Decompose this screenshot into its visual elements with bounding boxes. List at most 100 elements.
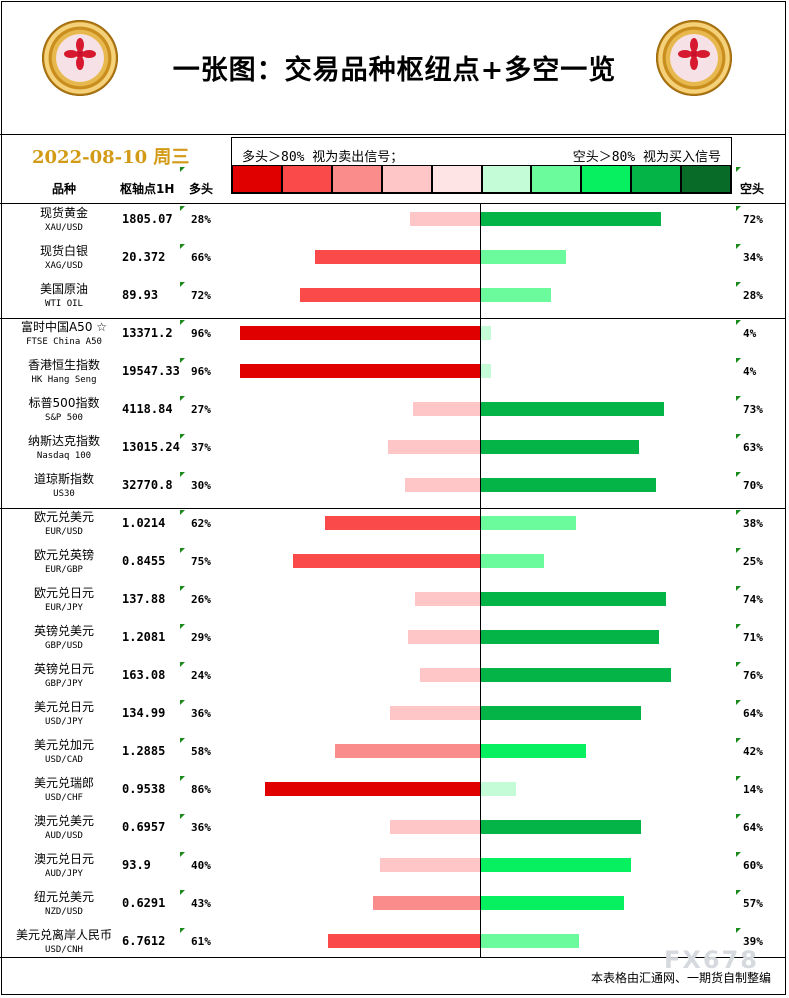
short-percent-label: 63%	[743, 441, 763, 454]
long-bar	[405, 478, 480, 492]
flower-logo-right	[656, 20, 732, 96]
cell-tick-icon	[736, 624, 741, 629]
instrument-code: NZD/USD	[45, 907, 83, 917]
instrument-code: S&P 500	[45, 413, 83, 423]
instrument-name: 香港恒生指数 HK Hang Seng	[10, 359, 118, 387]
long-percent-label: 24%	[191, 669, 211, 682]
table-row: 美元兑离岸人民币 USD/CNH 6.7612 61% 39%	[0, 926, 785, 964]
pivot-value: 1.0214	[122, 516, 166, 530]
cell-tick-icon	[736, 776, 741, 781]
pivot-value: 93.9	[122, 858, 151, 872]
instrument-name: 美元兑离岸人民币 USD/CNH	[10, 929, 118, 957]
instrument-code: HK Hang Seng	[31, 375, 97, 385]
table-row: 美元兑日元 USD/JPY 134.99 36% 64%	[0, 698, 785, 736]
long-bar	[335, 744, 480, 758]
short-percent-label: 4%	[743, 327, 757, 340]
instrument-name: 纽元兑美元 NZD/USD	[10, 891, 118, 919]
pivot-value: 4118.84	[122, 402, 173, 416]
instrument-code: AUD/USD	[45, 831, 83, 841]
legend-swatch	[331, 165, 382, 193]
group-divider-indices	[0, 318, 785, 319]
short-percent-label: 76%	[743, 669, 763, 682]
cell-tick-icon	[180, 206, 185, 211]
pivot-value: 1.2081	[122, 630, 166, 644]
instrument-name: 美元兑日元 USD/JPY	[10, 701, 118, 729]
short-percent-label: 14%	[743, 783, 763, 796]
instrument-code: USD/CNH	[45, 945, 83, 955]
short-percent-label: 25%	[743, 555, 763, 568]
legend-swatch	[381, 165, 432, 193]
short-bar	[481, 364, 491, 378]
long-percent-label: 30%	[191, 479, 211, 492]
long-bar	[380, 858, 480, 872]
long-bar	[372, 896, 480, 910]
long-bar	[387, 440, 480, 454]
legend-box: 多头＞80% 视为卖出信号； 空头＞80% 视为买入信号	[231, 137, 732, 194]
cell-tick-icon	[736, 890, 741, 895]
short-percent-label: 74%	[743, 593, 763, 606]
pivot-value: 1805.07	[122, 212, 173, 226]
center-axis	[480, 203, 481, 957]
instrument-name: 美国原油 WTI OIL	[10, 283, 118, 311]
short-bar	[481, 288, 551, 302]
header-long: 多头	[189, 182, 214, 196]
title-divider	[0, 134, 785, 135]
short-percent-label: 64%	[743, 707, 763, 720]
short-percent-label: 39%	[743, 935, 763, 948]
long-bar	[412, 402, 480, 416]
long-percent-label: 96%	[191, 365, 211, 378]
cell-tick-icon	[736, 282, 741, 287]
short-percent-label: 73%	[743, 403, 763, 416]
instrument-name: 英镑兑日元 GBP/JPY	[10, 663, 118, 691]
cell-tick-icon	[180, 624, 185, 629]
instrument-code: USD/CHF	[45, 793, 83, 803]
cell-tick-icon	[180, 320, 185, 325]
table-row: 道琼斯指数 US30 32770.8 30% 70%	[0, 470, 785, 508]
long-percent-label: 62%	[191, 517, 211, 530]
cell-tick-icon	[736, 358, 741, 363]
long-percent-label: 72%	[191, 289, 211, 302]
long-bar	[325, 516, 480, 530]
cell-tick-icon	[180, 738, 185, 743]
header-name: 品种	[52, 182, 77, 196]
pivot-value: 1.2885	[122, 744, 166, 758]
cell-tick-icon	[736, 434, 741, 439]
instrument-code: US30	[53, 489, 75, 499]
cell-tick-icon	[180, 852, 185, 857]
instrument-code: AUD/JPY	[45, 869, 83, 879]
header-short: 空头	[740, 182, 765, 196]
pivot-value: 0.9538	[122, 782, 166, 796]
legend-swatch	[232, 165, 282, 193]
cell-tick-icon	[736, 852, 741, 857]
short-bar	[481, 478, 656, 492]
report-date: 2022-08-10 周三	[32, 147, 190, 168]
watermark: FX678	[664, 946, 759, 974]
short-bar	[481, 212, 661, 226]
short-bar	[481, 896, 624, 910]
short-bar	[481, 554, 544, 568]
long-bar	[415, 592, 480, 606]
short-percent-label: 38%	[743, 517, 763, 530]
table-row: 美元兑瑞郎 USD/CHF 0.9538 86% 14%	[0, 774, 785, 812]
page-title: 一张图：交易品种枢纽点+多空一览	[172, 55, 617, 86]
short-bar	[481, 820, 641, 834]
legend-swatch	[481, 165, 532, 193]
header-tick-icon	[180, 167, 185, 172]
legend-swatch	[531, 165, 582, 193]
long-bar	[410, 212, 480, 226]
long-bar	[265, 782, 480, 796]
instrument-name: 纳斯达克指数 Nasdaq 100	[10, 435, 118, 463]
table-row: 英镑兑日元 GBP/JPY 163.08 24% 76%	[0, 660, 785, 698]
instrument-code: USD/JPY	[45, 717, 83, 727]
long-percent-label: 28%	[191, 213, 211, 226]
instrument-name: 富时中国A50 ☆ FTSE China A50	[10, 321, 118, 349]
pivot-value: 134.99	[122, 706, 166, 720]
long-percent-label: 26%	[191, 593, 211, 606]
cell-tick-icon	[180, 358, 185, 363]
short-percent-label: 72%	[743, 213, 763, 226]
instrument-name: 澳元兑美元 AUD/USD	[10, 815, 118, 843]
long-bar	[390, 706, 480, 720]
long-bar	[407, 630, 480, 644]
short-bar	[481, 744, 586, 758]
pivot-value: 32770.8	[122, 478, 173, 492]
